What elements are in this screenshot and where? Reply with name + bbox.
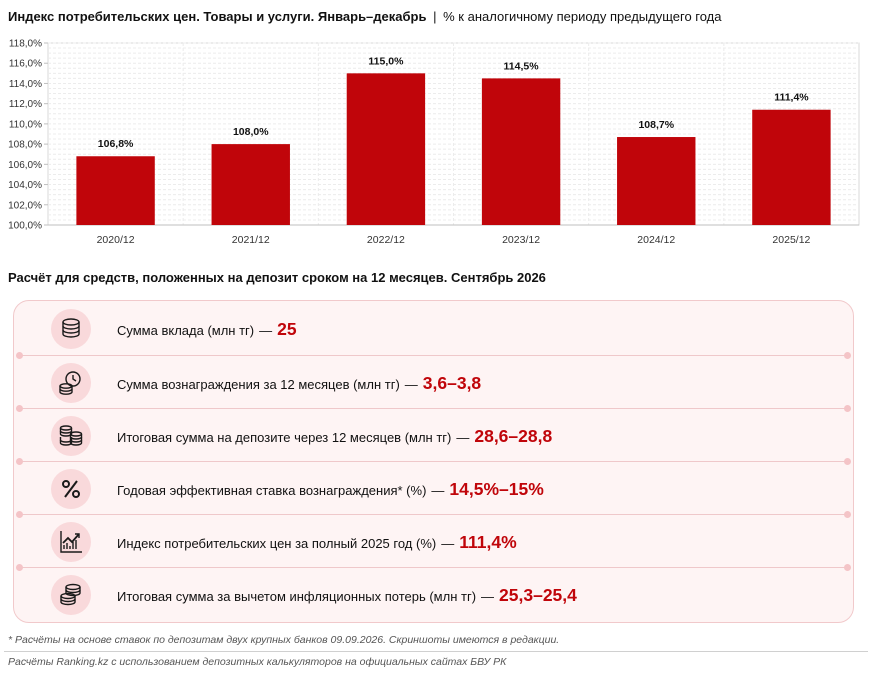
data-label: 106,8% — [98, 138, 134, 150]
calc-row-dash: — — [481, 589, 495, 604]
cpi-bar-chart: 100,0% 102,0% 104,0% 106,0% 108,0% 110,0% 112,… — [8, 39, 860, 246]
y-tick-label: 106,0% — [8, 160, 42, 171]
chart-labels: 106,8% 2020/12 108,0% 2021/12 115,0% 2022/12 1… — [97, 55, 811, 246]
y-tick-label: 114,0% — [9, 79, 42, 90]
calc-row-real-amount: Итоговая сумма за вычетом инфляционных п… — [14, 569, 853, 621]
x-tick-label: 2025/12 — [772, 234, 810, 246]
x-tick-label: 2024/12 — [637, 234, 675, 246]
calc-row-value: 111,4% — [459, 532, 517, 552]
calc-row-label: Сумма вознаграждения за 12 месяцев (млн … — [117, 377, 400, 392]
coins-stack-icon — [51, 309, 91, 349]
calc-row-value: 28,6–28,8 — [474, 426, 553, 446]
calc-row-dash: — — [404, 377, 418, 392]
y-tick-label: 104,0% — [8, 180, 42, 191]
row-divider — [16, 564, 851, 571]
coins-pile-icon — [51, 575, 91, 615]
row-divider — [16, 405, 851, 412]
data-label: 115,0% — [368, 55, 404, 67]
calc-row-cpi: Индекс потребительских цен за полный 202… — [14, 516, 853, 568]
calculation-heading: Расчёт для средств, положенных на депози… — [8, 270, 546, 285]
growth-chart-icon — [51, 522, 91, 562]
data-label: 111,4% — [774, 92, 809, 104]
x-tick-label: 2021/12 — [232, 234, 270, 246]
calc-row-value: 14,5%–15% — [449, 479, 544, 499]
row-divider — [16, 458, 851, 465]
calculation-panel: Сумма вклада (млн тг) — 25 Сумма вознагр… — [13, 300, 854, 623]
chart-title-subtitle: % к аналогичному периоду предыдущего год… — [443, 9, 722, 24]
calc-row-value: 25 — [277, 319, 297, 339]
calc-row-dash: — — [441, 536, 455, 551]
y-tick-label: 112,0% — [9, 99, 42, 110]
calc-row-deposit-amount: Сумма вклада (млн тг) — 25 — [14, 303, 853, 355]
calc-row-total: Итоговая сумма на депозите через 12 меся… — [14, 410, 853, 462]
row-divider — [16, 511, 851, 518]
calc-row-label: Итоговая сумма на депозите через 12 меся… — [117, 430, 452, 445]
data-label: 108,0% — [233, 126, 269, 138]
calc-row-value: 3,6–3,8 — [422, 373, 482, 393]
y-tick-label: 116,0% — [9, 59, 42, 70]
y-tick-label: 110,0% — [9, 119, 42, 130]
y-tick-label: 108,0% — [8, 140, 42, 151]
clock-coins-icon — [51, 363, 91, 403]
bar — [617, 137, 696, 225]
bottom-divider — [4, 651, 868, 652]
y-tick-label: 100,0% — [8, 221, 42, 232]
bar — [481, 78, 561, 225]
bar — [346, 73, 426, 225]
source-note: Расчёты Ranking.kz с использованием депо… — [8, 656, 507, 668]
calc-row-label: Сумма вклада (млн тг) — [117, 323, 255, 338]
calc-row-label: Индекс потребительских цен за полный 202… — [117, 536, 437, 551]
x-tick-label: 2023/12 — [502, 234, 540, 246]
x-tick-label: 2022/12 — [367, 234, 405, 246]
row-divider — [16, 352, 851, 359]
y-tick-label: 102,0% — [8, 200, 42, 211]
y-tick-label: 118,0% — [9, 39, 42, 50]
footnote: * Расчёты на основе ставок по депозитам … — [8, 634, 560, 646]
data-label: 108,7% — [638, 119, 674, 131]
chart-title-separator: | — [433, 9, 437, 24]
calc-row-dash: — — [456, 430, 470, 445]
bar — [752, 109, 831, 225]
chart-bars — [76, 73, 831, 225]
bar — [211, 144, 290, 225]
chart-grid — [47, 42, 860, 226]
calc-row-value: 25,3–25,4 — [499, 585, 577, 605]
calc-row-interest: Сумма вознаграждения за 12 месяцев (млн … — [14, 357, 853, 409]
chart-axis: 100,0% 102,0% 104,0% 106,0% 108,0% 110,0% 112,… — [8, 39, 859, 232]
chart-title: Индекс потребительских цен. Товары и усл… — [8, 9, 722, 24]
calc-row-label: Годовая эффективная ставка вознаграждени… — [117, 483, 427, 498]
bar — [76, 156, 155, 225]
calc-row-dash: — — [259, 323, 273, 338]
money-stacks-icon — [51, 416, 91, 456]
chart-title-main: Индекс потребительских цен. Товары и усл… — [8, 9, 427, 24]
percent-icon — [51, 469, 91, 509]
calc-row-label: Итоговая сумма за вычетом инфляционных п… — [117, 589, 477, 604]
x-tick-label: 2020/12 — [97, 234, 135, 246]
data-label: 114,5% — [504, 60, 540, 72]
calc-row-dash: — — [431, 483, 445, 498]
calc-row-effective-rate: Годовая эффективная ставка вознаграждени… — [14, 463, 853, 515]
